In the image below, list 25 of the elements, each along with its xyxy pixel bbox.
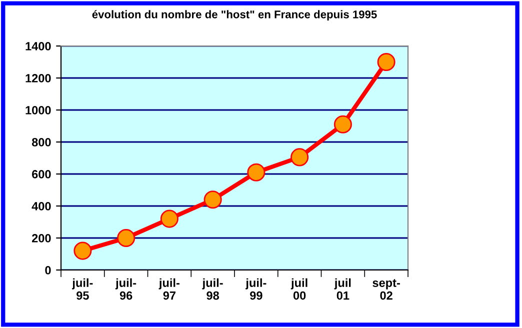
x-tick-label: juil- 97 <box>158 278 180 300</box>
x-tick-label: juil- 99 <box>246 278 266 300</box>
x-tick-label: juil 01 <box>334 278 351 300</box>
point <box>117 228 136 248</box>
y-tick-label: 400 <box>32 202 51 210</box>
y-tick-label: 1400 <box>26 42 51 50</box>
x-tick-label: juil- 96 <box>115 278 136 300</box>
point <box>334 115 352 134</box>
y-tick-label: 600 <box>32 170 51 178</box>
point <box>247 163 266 182</box>
y-tick-label: 1200 <box>26 74 51 82</box>
y-tick-label: 800 <box>32 138 51 146</box>
x-tick-label: juil 00 <box>290 278 308 300</box>
x-tick-label: juil- 95 <box>72 278 93 300</box>
point <box>204 190 222 209</box>
point <box>377 52 396 72</box>
point <box>160 210 178 228</box>
y-tick-label: 1000 <box>26 106 51 114</box>
chart-title: évolution du nombre de "host" en France depuis 1995 <box>92 10 377 21</box>
point <box>290 148 309 166</box>
x-tick-label: juil- 98 <box>202 278 223 300</box>
y-tick-label: 200 <box>32 234 51 242</box>
y-tick-label: 0 <box>45 266 51 274</box>
x-tick-label: sept- 02 <box>372 279 400 300</box>
point <box>74 242 92 260</box>
